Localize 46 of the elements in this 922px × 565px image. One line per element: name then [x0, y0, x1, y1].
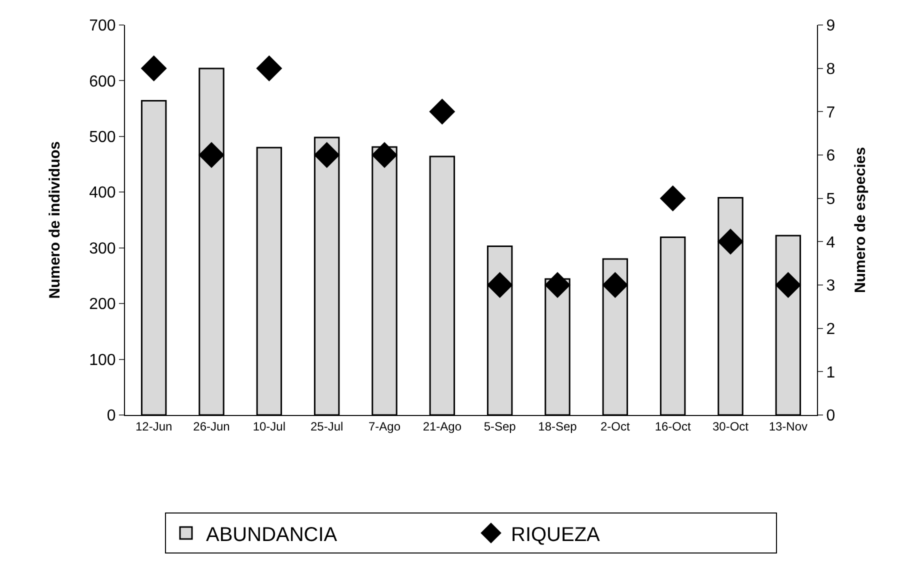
y2-tick-label: 4 [826, 234, 836, 252]
y2-tick-label: 0 [826, 408, 836, 425]
y-tick-label: 500 [89, 129, 116, 146]
y2-tick-label: 2 [826, 320, 836, 338]
x-tick-label: 2-Oct [600, 419, 630, 434]
legend-label: ABUNDANCIA [206, 524, 338, 546]
y-axis-title: Numero de individuos [46, 141, 64, 299]
x-tick-label: 12-Jun [135, 419, 172, 434]
point [429, 98, 456, 125]
y-tick-label: 0 [106, 408, 116, 425]
point [140, 55, 167, 82]
point [775, 272, 802, 298]
y-tick-label: 600 [89, 73, 116, 90]
x-tick-label: 16-Oct [654, 419, 692, 434]
x-tick-label: 13-Nov [768, 419, 808, 434]
y2-tick-label: 9 [826, 18, 836, 35]
y2-tick-label: 3 [826, 278, 836, 295]
point [198, 142, 224, 168]
y2-tick-label: 8 [826, 60, 836, 78]
x-tick-label: 25-Jul [310, 419, 344, 434]
point [314, 142, 340, 168]
point [718, 228, 744, 255]
x-tick-label: 18-Sep [538, 419, 578, 434]
y-tick-label: 700 [89, 18, 116, 35]
y-tick-label: 400 [89, 184, 116, 202]
point [256, 55, 282, 82]
x-tick-label: 30-Oct [712, 419, 750, 434]
point [372, 142, 398, 168]
point [660, 185, 686, 212]
y2-tick-label: 1 [826, 364, 836, 382]
point [544, 272, 570, 298]
legend-label: RIQUEZA [511, 524, 601, 546]
y-tick-label: 300 [89, 240, 116, 258]
x-tick-label: 7-Ago [368, 419, 401, 434]
x-tick-label: 10-Jul [252, 419, 286, 434]
point [486, 272, 513, 298]
x-tick-label: 26-Jun [193, 419, 230, 434]
y2-tick-label: 7 [826, 104, 836, 122]
y2-axis-title: Numero de especies [852, 147, 870, 293]
y-tick-label: 100 [89, 352, 116, 369]
x-tick-label: 21-Ago [422, 419, 462, 434]
point [602, 272, 628, 298]
y-tick-label: 200 [89, 296, 116, 314]
y2-tick-label: 5 [826, 190, 836, 208]
x-tick-label: 5-Sep [484, 419, 516, 434]
y2-tick-label: 6 [826, 148, 836, 165]
